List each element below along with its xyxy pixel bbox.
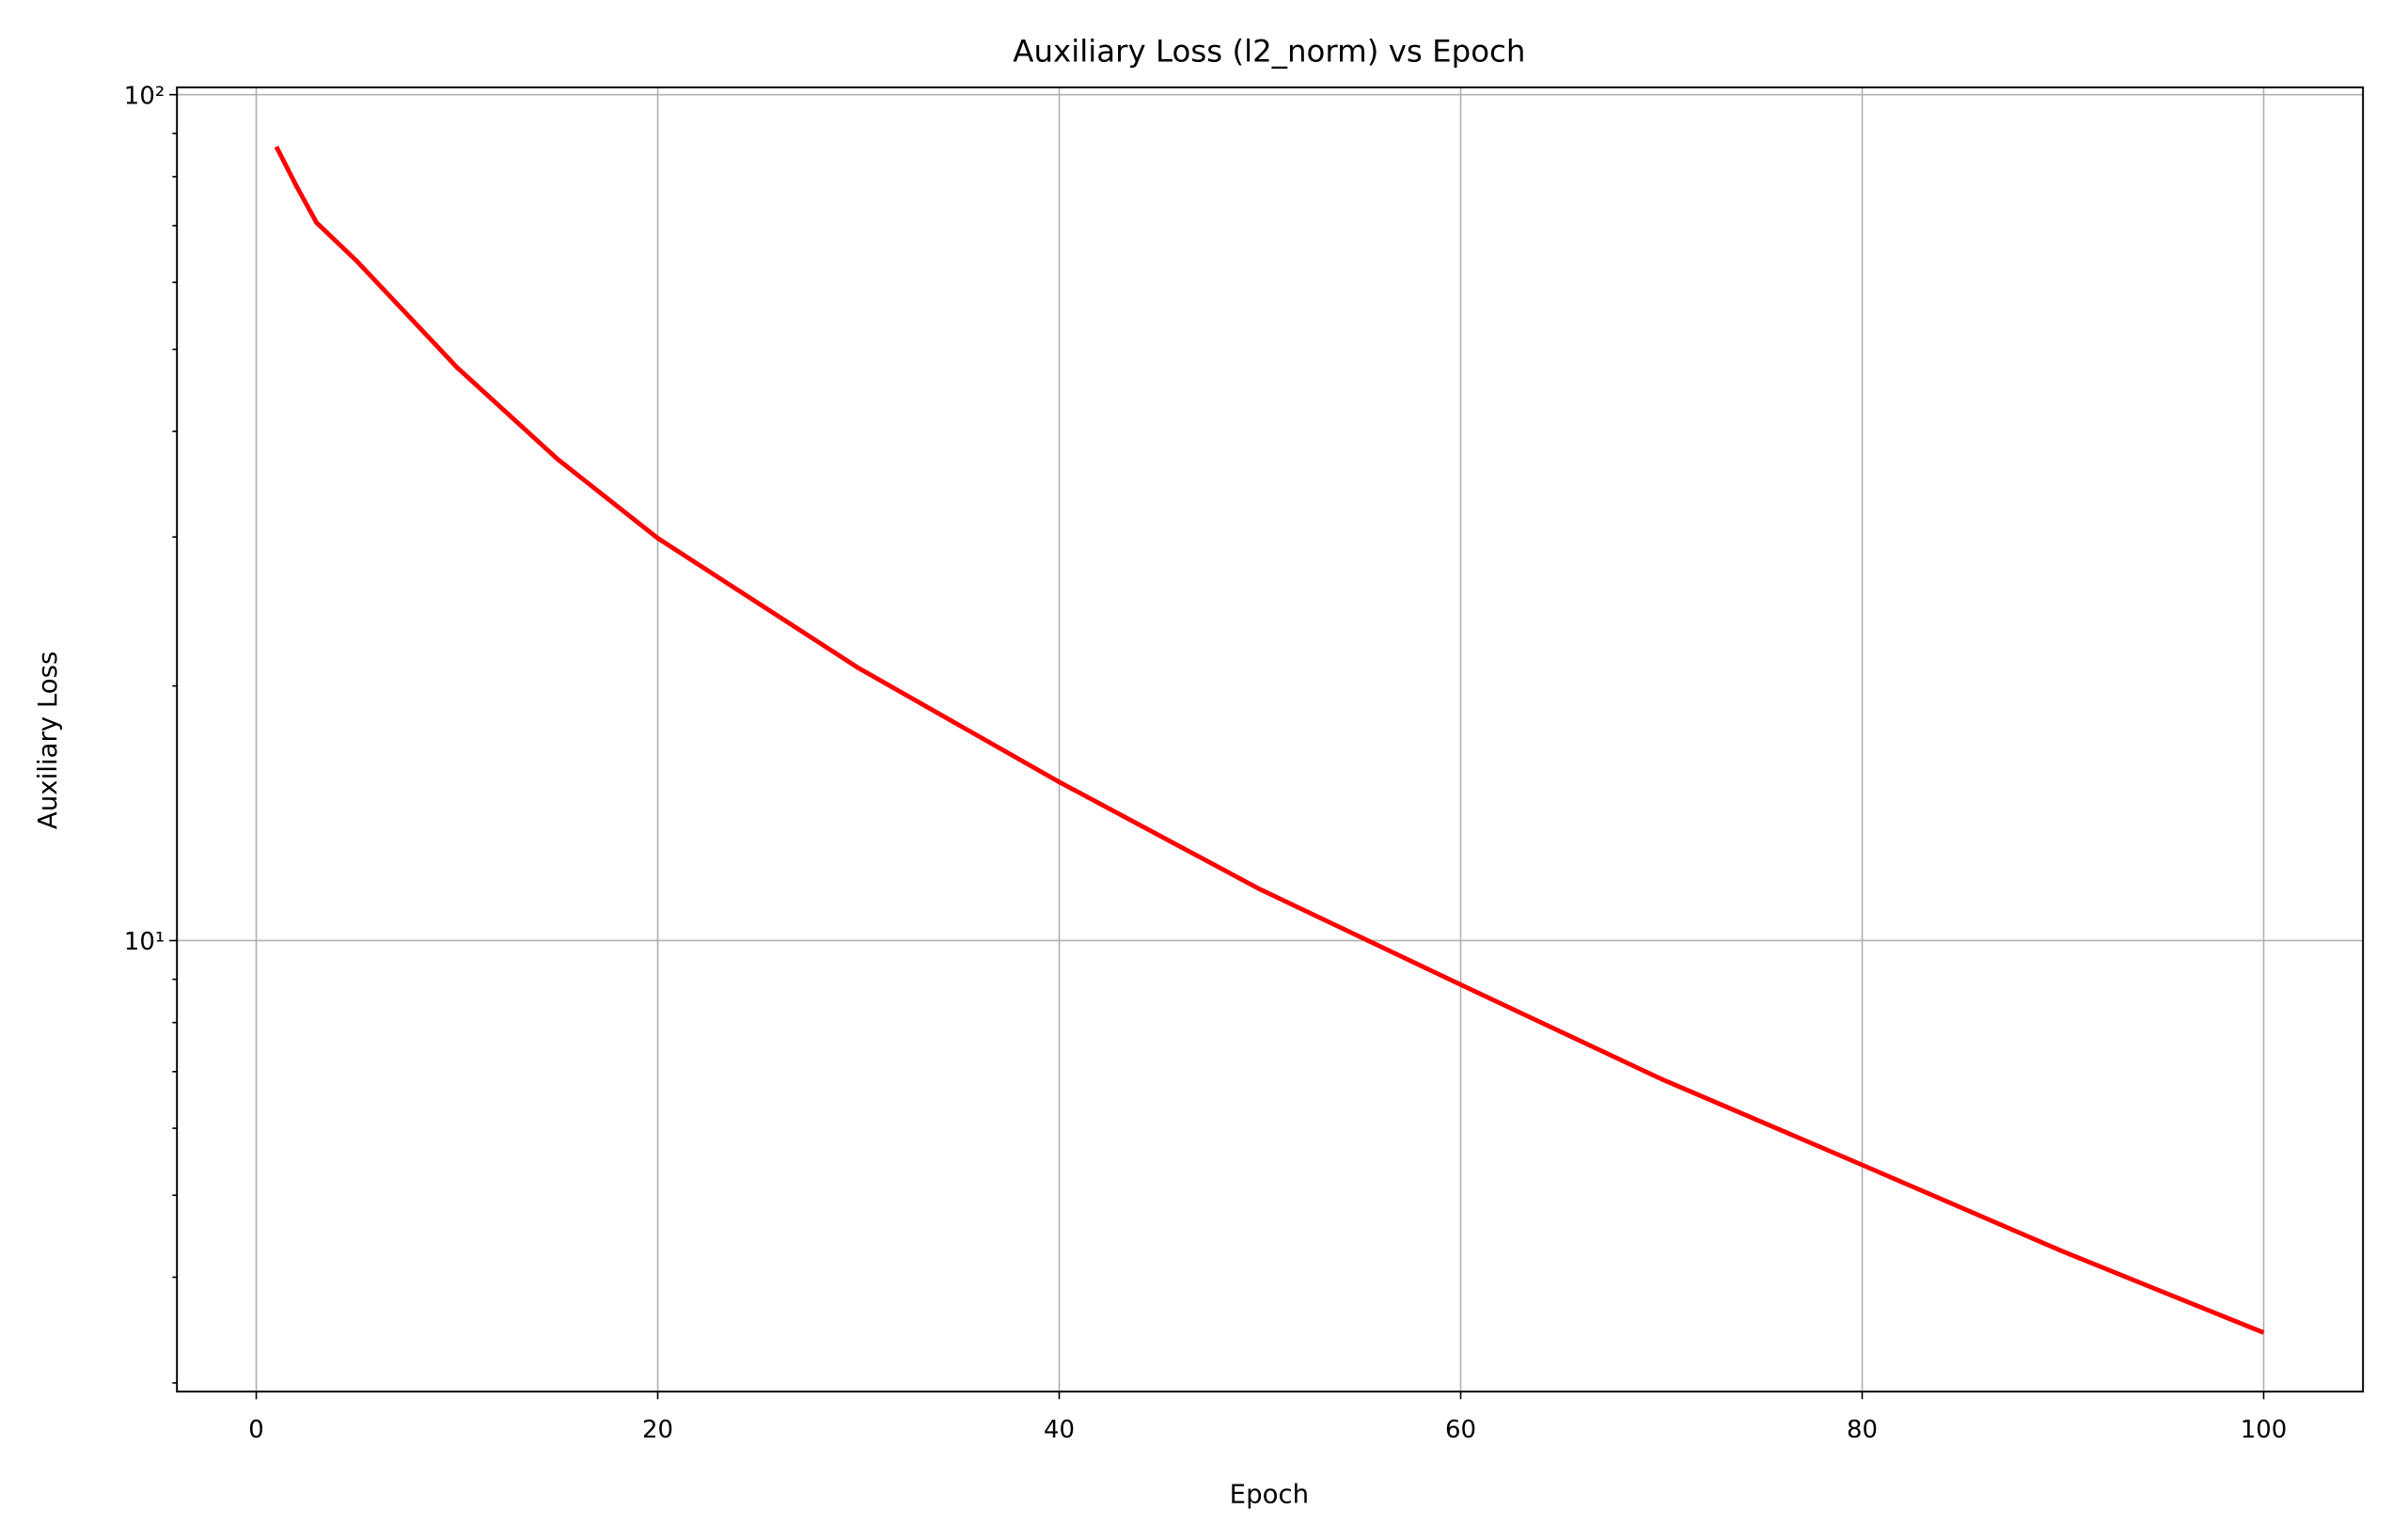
x-tick-label: 60 <box>1445 1416 1476 1444</box>
y-axis-label: Auxiliary Loss <box>32 652 63 829</box>
x-tick-label: 0 <box>248 1416 264 1444</box>
y-tick-label: 10¹ <box>124 928 165 956</box>
x-tick-label: 40 <box>1044 1416 1075 1444</box>
x-tick-label: 100 <box>2241 1416 2288 1444</box>
x-axis-label: Epoch <box>1230 1479 1309 1510</box>
y-tick-label: 10² <box>124 82 165 110</box>
x-tick-label: 80 <box>1847 1416 1878 1444</box>
plot-frame <box>176 86 2365 1393</box>
data-line <box>274 145 2265 1335</box>
x-tick-label: 20 <box>642 1416 673 1444</box>
chart-title: Auxiliary Loss (l2_norm) vs Epoch <box>1013 33 1525 69</box>
